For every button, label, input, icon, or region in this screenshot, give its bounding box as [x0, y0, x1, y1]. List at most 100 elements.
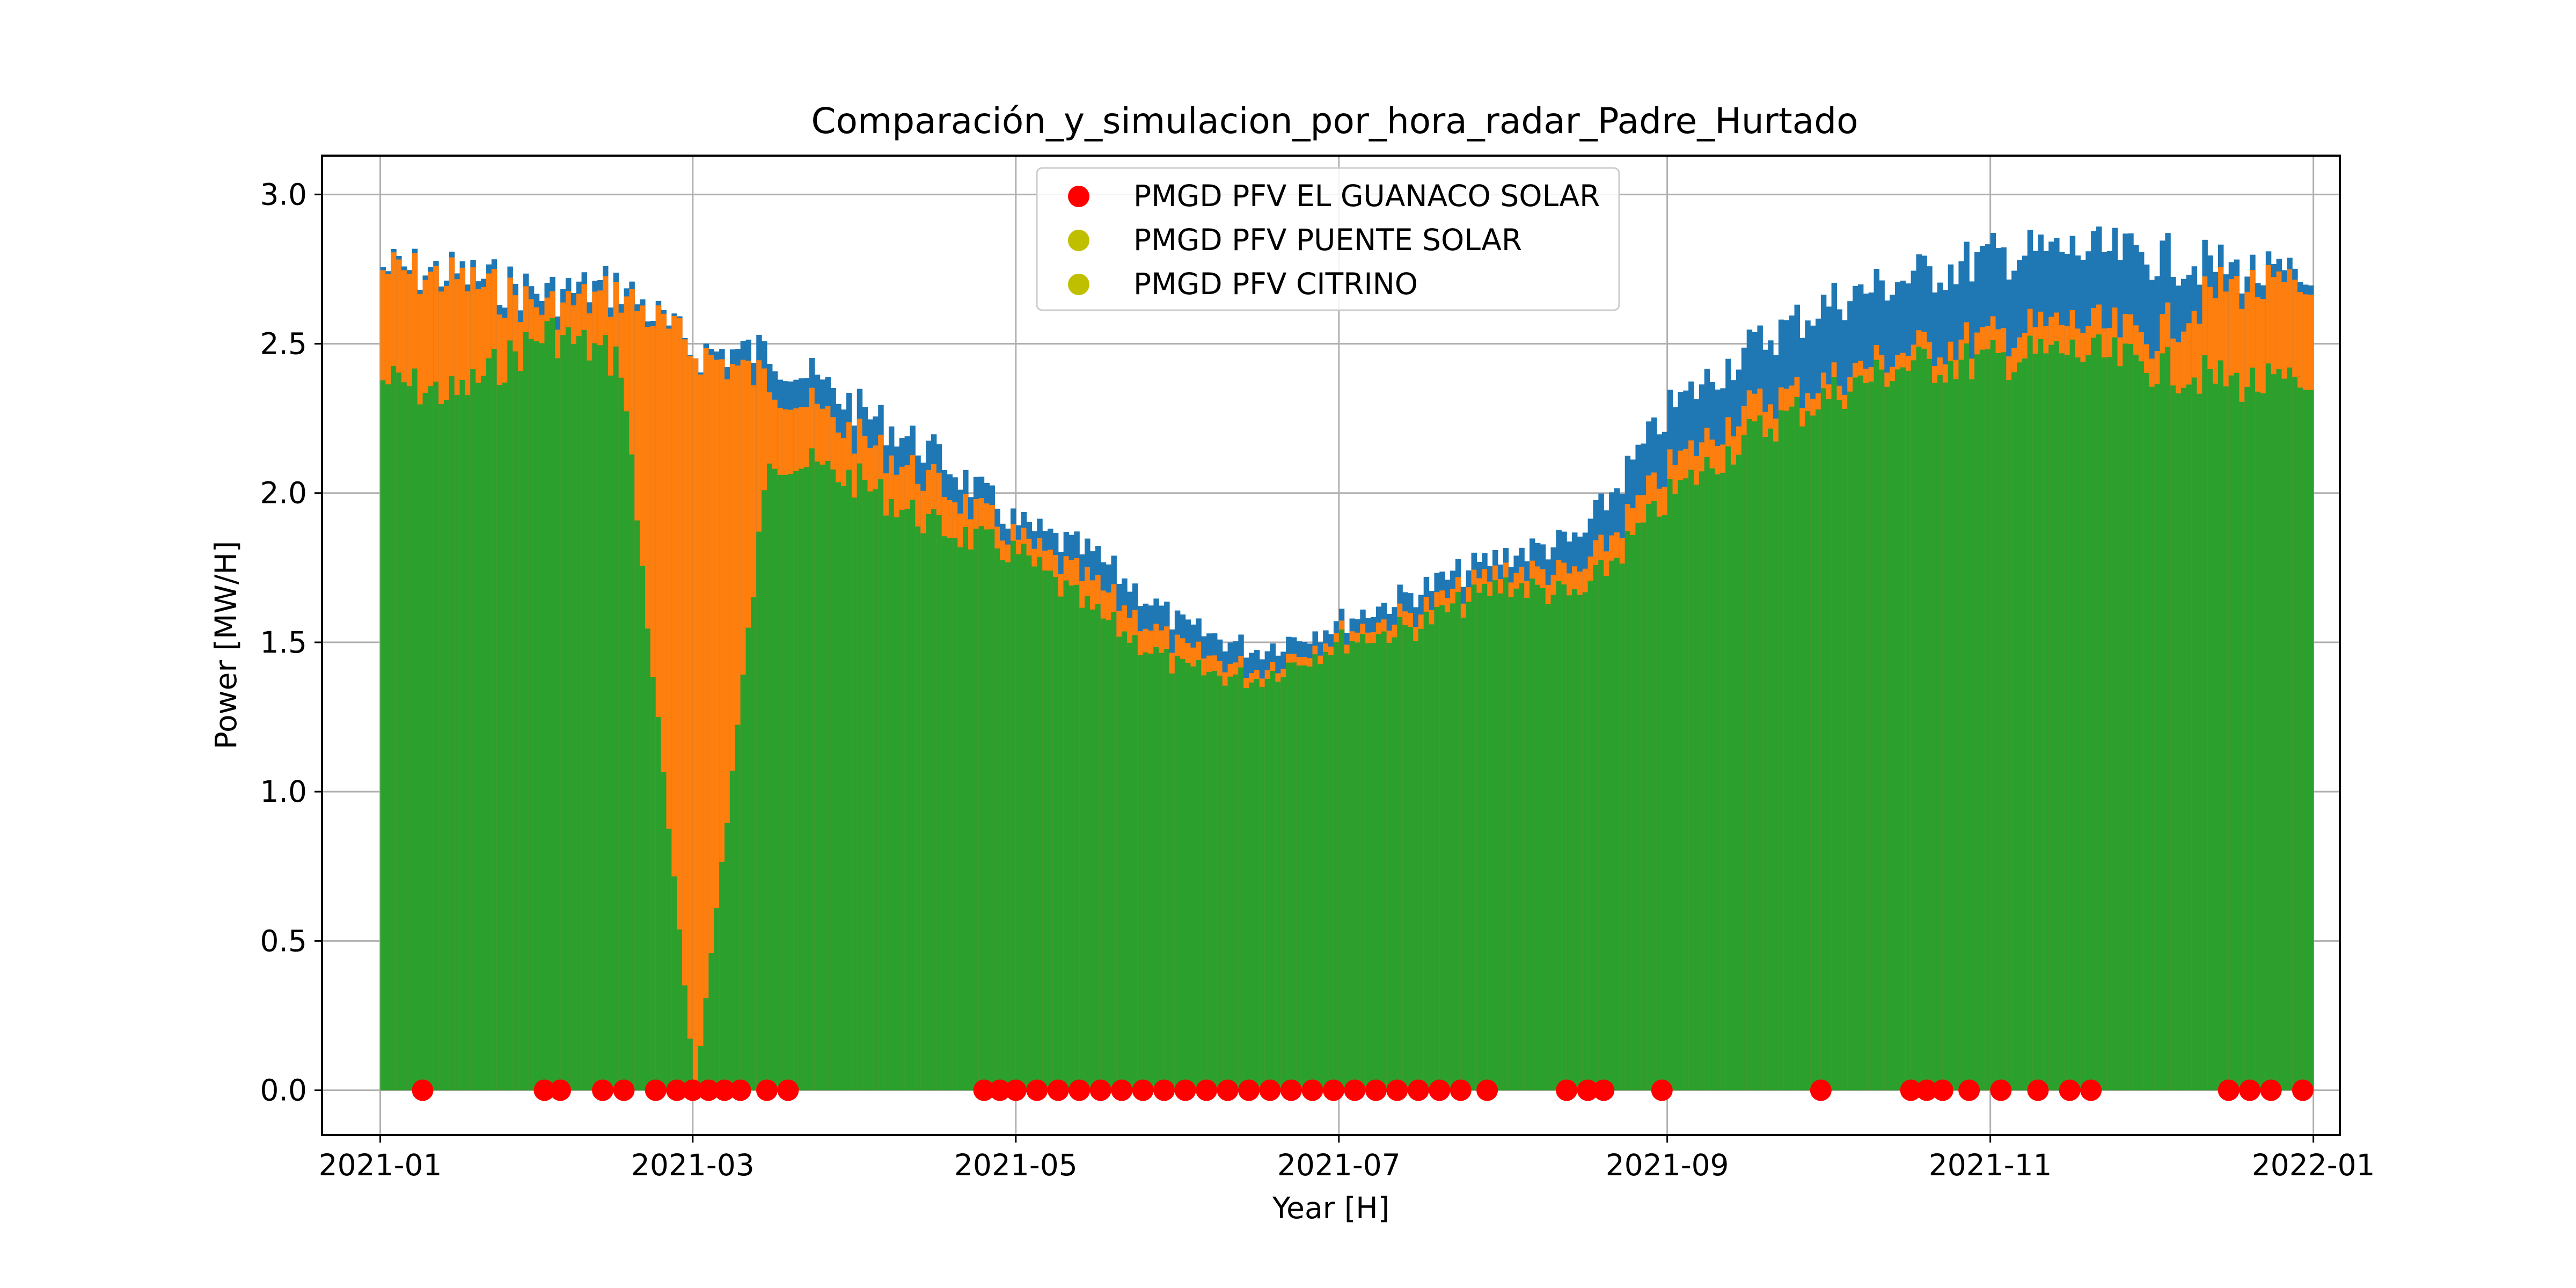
- citrino-green-bar: [486, 358, 492, 1091]
- citrino-green-bar: [1731, 464, 1737, 1091]
- citrino-green-bar: [904, 509, 911, 1091]
- el-guanaco-point: [1196, 1079, 1218, 1101]
- citrino-green-bar: [772, 469, 778, 1091]
- citrino-green-bar: [1561, 584, 1567, 1091]
- citrino-green-bar: [608, 375, 614, 1091]
- citrino-green-bar: [1651, 501, 1657, 1091]
- citrino-green-bar: [1890, 381, 1896, 1091]
- el-guanaco-point: [1931, 1079, 1953, 1101]
- citrino-green-bar: [719, 861, 725, 1091]
- citrino-green-bar: [819, 464, 826, 1091]
- el-guanaco-point: [1153, 1079, 1175, 1101]
- citrino-green-bar: [1582, 592, 1589, 1091]
- citrino-green-bar: [936, 515, 942, 1091]
- citrino-green-bar: [1397, 617, 1403, 1091]
- axes-frame: [321, 155, 2341, 1136]
- citrino-green-bar: [1969, 379, 1975, 1091]
- citrino-orange-bar: [655, 305, 662, 1091]
- citrino-green-bar: [2213, 383, 2219, 1091]
- citrino-green-bar: [1307, 667, 1313, 1091]
- citrino-green-bar: [550, 318, 555, 1091]
- y-tick-label: 0.0: [260, 1073, 307, 1108]
- citrino-green-bar: [756, 531, 762, 1091]
- citrino-green-bar: [1853, 377, 1858, 1091]
- citrino-green-bar: [1031, 566, 1037, 1091]
- citrino-green-bar: [2165, 347, 2171, 1091]
- citrino-green-bar: [1879, 369, 1885, 1091]
- el-guanaco-point: [973, 1079, 995, 1101]
- el-guanaco-point: [1238, 1079, 1260, 1101]
- el-guanaco-point: [1111, 1079, 1133, 1101]
- citrino-green-bar: [941, 536, 948, 1091]
- citrino-green-bar: [1000, 560, 1006, 1091]
- citrino-green-bar: [1604, 576, 1609, 1091]
- citrino-green-bar: [396, 372, 402, 1091]
- citrino-green-bar: [2244, 386, 2250, 1091]
- citrino-green-bar: [2308, 390, 2314, 1091]
- citrino-green-bar: [1540, 588, 1546, 1091]
- citrino-green-bar: [1328, 655, 1334, 1091]
- citrino-green-bar: [963, 527, 969, 1091]
- citrino-green-bar: [1381, 631, 1387, 1091]
- el-guanaco-point: [1556, 1079, 1578, 1101]
- el-guanaco-point: [2059, 1079, 2081, 1101]
- citrino-green-bar: [1720, 472, 1726, 1091]
- citrino-green-bar: [708, 953, 714, 1091]
- citrino-green-bar: [650, 677, 656, 1091]
- citrino-green-bar: [766, 463, 773, 1091]
- citrino-green-bar: [1534, 584, 1541, 1091]
- citrino-green-bar: [465, 395, 471, 1091]
- citrino-green-bar: [1132, 635, 1138, 1091]
- el-guanaco-point: [1577, 1079, 1599, 1101]
- citrino-green-bar: [1069, 586, 1074, 1091]
- citrino-green-bar: [443, 400, 450, 1091]
- citrino-orange-bar: [692, 358, 699, 1091]
- citrino-green-bar: [1635, 523, 1641, 1091]
- legend-label-citrino: PMGD PFV CITRINO: [1133, 267, 1418, 301]
- el-guanaco-point: [1476, 1079, 1498, 1101]
- citrino-green-bar: [1868, 381, 1875, 1091]
- citrino-green-bar: [491, 348, 497, 1091]
- el-guanaco-point: [1593, 1079, 1615, 1101]
- citrino-green-bar: [618, 377, 625, 1091]
- citrino-green-bar: [1476, 592, 1482, 1091]
- citrino-green-bar: [1392, 637, 1397, 1091]
- citrino-green-bar: [1609, 560, 1615, 1091]
- citrino-green-bar: [1688, 470, 1694, 1091]
- citrino-green-bar: [2170, 385, 2176, 1091]
- citrino-green-bar: [1937, 375, 1943, 1091]
- citrino-green-bar: [412, 368, 418, 1091]
- citrino-green-bar: [1301, 665, 1308, 1091]
- citrino-green-bar: [1460, 617, 1467, 1091]
- citrino-orange-bar: [666, 328, 672, 1091]
- el-guanaco-point: [645, 1079, 667, 1101]
- el-guanaco-point: [714, 1079, 736, 1101]
- citrino-green-bar: [1979, 349, 1986, 1091]
- citrino-green-bar: [1275, 682, 1281, 1091]
- citrino-green-bar: [624, 411, 630, 1091]
- legend-marker-puente-solar: [1068, 230, 1089, 251]
- citrino-green-bar: [2202, 355, 2208, 1091]
- citrino-green-bar: [2117, 366, 2123, 1091]
- citrino-green-bar: [2069, 339, 2076, 1091]
- y-tick-label: 3.0: [260, 177, 307, 211]
- el-guanaco-point: [777, 1079, 799, 1101]
- citrino-green-bar: [677, 929, 683, 1091]
- citrino-green-bar: [1545, 604, 1552, 1091]
- citrino-green-bar: [1143, 652, 1149, 1091]
- citrino-orange-bar: [719, 359, 725, 1091]
- citrino-green-bar: [1990, 340, 1996, 1091]
- citrino-green-bar: [1874, 360, 1880, 1091]
- citrino-green-bar: [867, 491, 873, 1091]
- citrino-green-bar: [2075, 357, 2081, 1091]
- citrino-green-bar: [851, 497, 858, 1091]
- citrino-green-bar: [528, 339, 535, 1091]
- citrino-green-bar: [1042, 570, 1048, 1091]
- citrino-green-bar: [470, 369, 476, 1091]
- citrino-green-bar: [2064, 355, 2070, 1091]
- citrino-green-bar: [1312, 654, 1318, 1091]
- citrino-green-bar: [2287, 367, 2293, 1091]
- citrino-green-bar: [2234, 372, 2240, 1091]
- citrino-green-bar: [1805, 411, 1811, 1091]
- citrino-green-bar: [799, 469, 804, 1091]
